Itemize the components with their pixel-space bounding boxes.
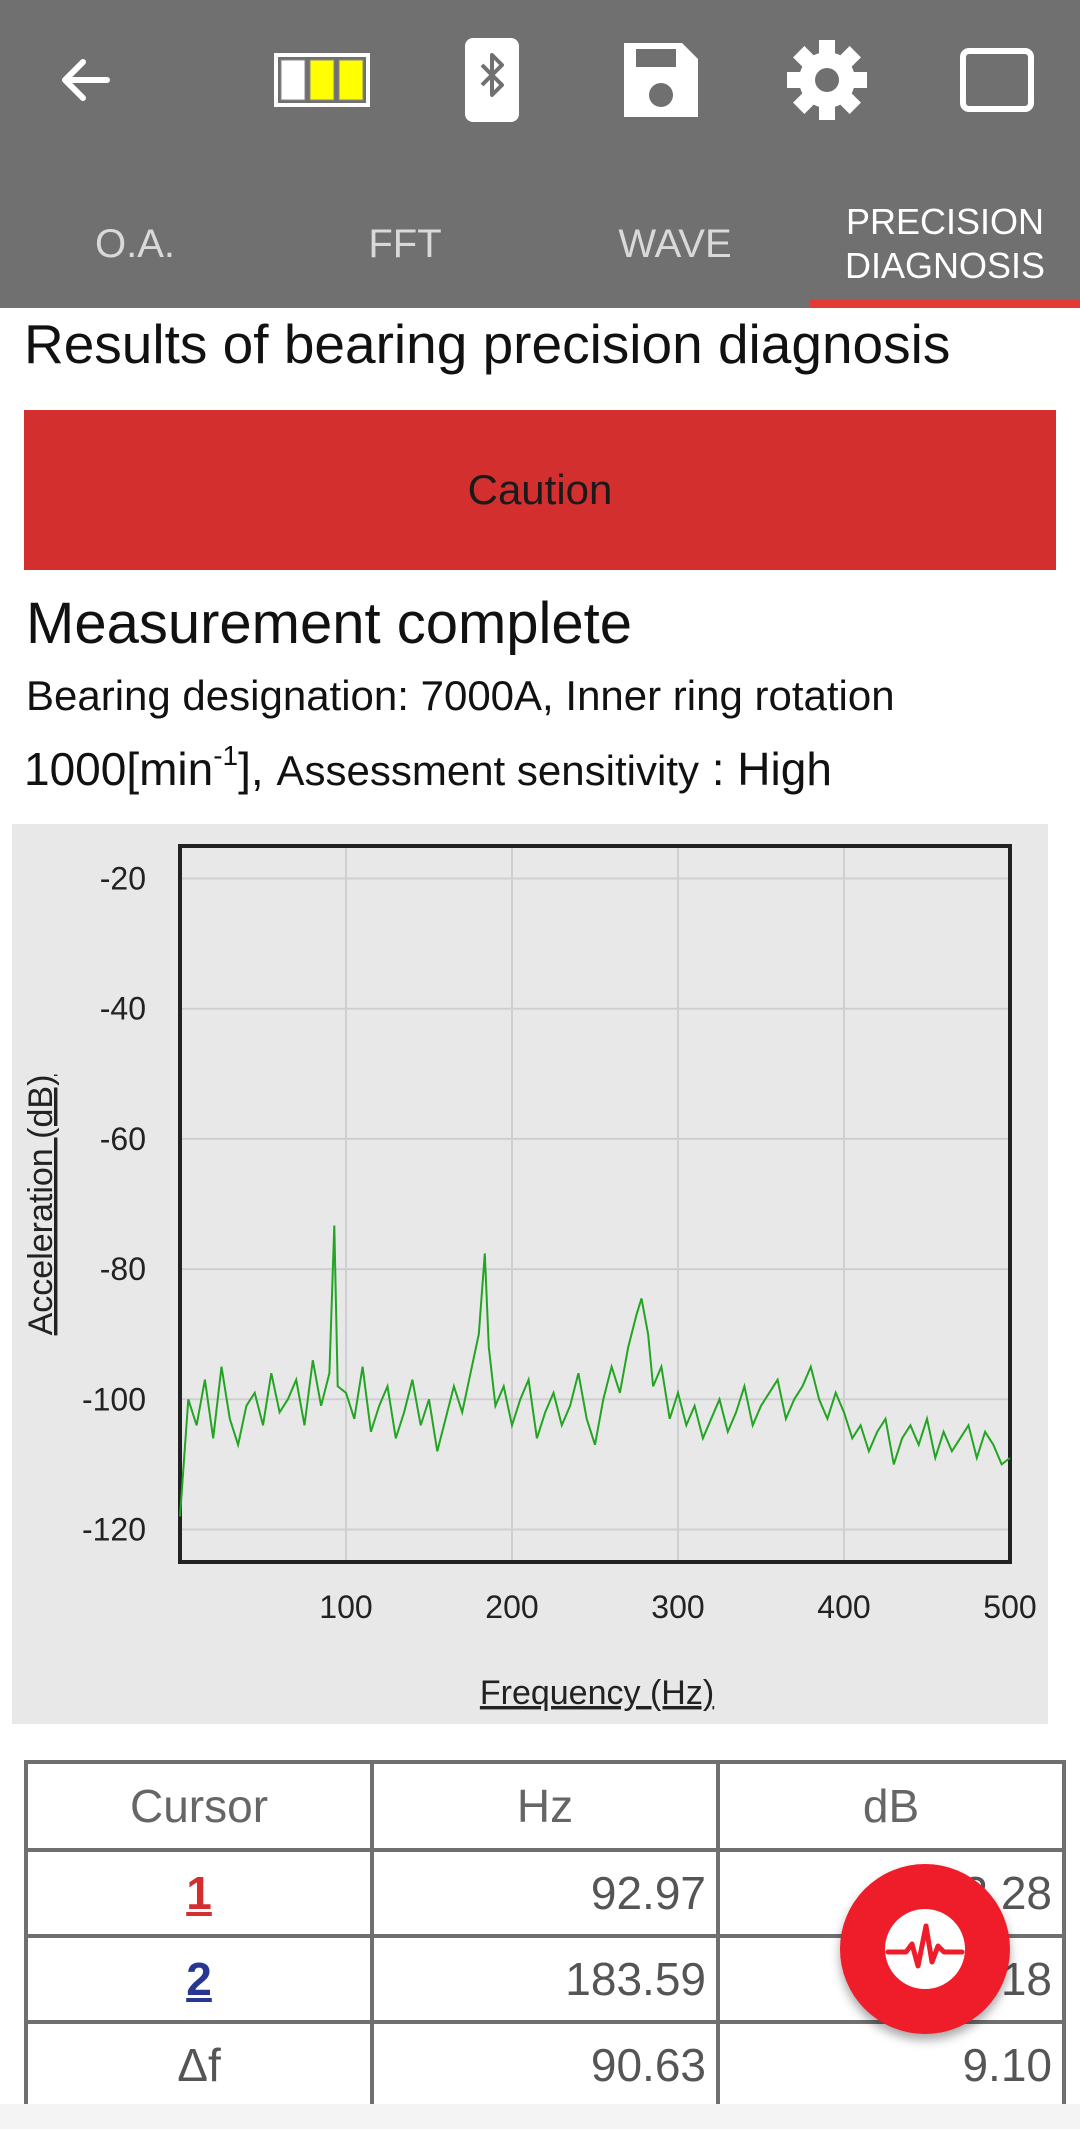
battery-cell-2 xyxy=(309,59,335,101)
speed-tail: ], xyxy=(238,743,277,795)
tab-precision-label-line2: DIAGNOSIS xyxy=(844,245,1046,286)
tab-oa-label: O.A. xyxy=(94,221,176,266)
header-db: dB xyxy=(716,1760,1066,1852)
tab-oa[interactable]: O.A. xyxy=(0,180,270,308)
bluetooth-button[interactable] xyxy=(452,38,532,122)
cursor-2-cell: 2 xyxy=(24,1934,374,2024)
tab-wave[interactable]: WAVE xyxy=(540,180,810,308)
active-tab-indicator xyxy=(810,300,1080,308)
cursor-table: Cursor Hz dB 1 92.97 -73.28 2 183.59 -77… xyxy=(24,1760,1066,2110)
cursor-2-link[interactable]: 2 xyxy=(186,1953,212,2005)
back-button[interactable] xyxy=(40,40,130,120)
x-tick-label: 200 xyxy=(485,1589,538,1625)
speed-exponent: -1 xyxy=(213,739,239,771)
y-axis-label: Acceleration (dB) xyxy=(22,1075,60,1336)
header-hz: Hz xyxy=(370,1760,720,1852)
save-button[interactable] xyxy=(616,40,706,120)
battery-indicator-icon xyxy=(274,53,370,107)
battery-indicator-button[interactable] xyxy=(272,40,372,120)
x-tick-label: 500 xyxy=(983,1589,1036,1625)
speed-sensitivity-info: 1000[min-1], Assessment sensitivity : Hi… xyxy=(24,739,832,796)
bluetooth-icon xyxy=(465,38,519,122)
y-tick-label: -120 xyxy=(82,1511,146,1547)
tab-precision-label-line1: PRECISION xyxy=(845,201,1045,242)
gear-icon xyxy=(787,40,867,120)
bearing-info: Bearing designation: 7000A, Inner ring r… xyxy=(26,672,895,719)
battery-cell-1 xyxy=(280,59,306,101)
arrow-left-icon xyxy=(62,59,110,101)
delta-db: 9.10 xyxy=(716,2020,1066,2110)
series-line-spectrum xyxy=(179,1225,1011,1517)
cursor-table-header: Cursor Hz dB xyxy=(24,1760,1066,1852)
y-tick-label: -100 xyxy=(82,1381,146,1417)
spectrum-chart-svg: 100 200 300 400 500 -20 -40 -60 -80 -100 -120 Frequ… xyxy=(22,844,1037,1712)
tab-bar: O.A. FFT WAVE PRECISION DIAGNOSIS xyxy=(0,180,1080,308)
x-tick-label: 100 xyxy=(319,1589,372,1625)
app-bar: O.A. FFT WAVE PRECISION DIAGNOSIS xyxy=(0,0,1080,308)
spectrum-chart[interactable]: 100 200 300 400 500 -20 -40 -60 -80 -100 -120 Frequ… xyxy=(12,824,1048,1724)
battery-cell-3 xyxy=(338,59,364,101)
bottom-strip xyxy=(0,2104,1080,2129)
sensitivity-value: High xyxy=(737,743,832,795)
table-row: Δf 90.63 9.10 xyxy=(24,2020,1066,2110)
x-tick-label: 300 xyxy=(651,1589,704,1625)
tab-fft[interactable]: FFT xyxy=(270,180,540,308)
sensitivity-label: Assessment sensitivity xyxy=(276,747,699,794)
plot-area xyxy=(180,846,1010,1562)
cursor-1-link[interactable]: 1 xyxy=(186,1867,212,1919)
cursor-1-hz: 92.97 xyxy=(370,1848,720,1938)
header-cursor: Cursor xyxy=(24,1760,374,1852)
measure-fab[interactable] xyxy=(840,1864,1010,2034)
window-button[interactable] xyxy=(952,40,1042,120)
measurement-status: Measurement complete xyxy=(26,591,633,656)
speed-value: 1000[min xyxy=(24,743,214,795)
plot-border xyxy=(178,844,1012,1564)
delta-hz: 90.63 xyxy=(370,2020,720,2110)
tab-precision-diagnosis[interactable]: PRECISION DIAGNOSIS xyxy=(810,180,1080,308)
waveform-icon xyxy=(885,1909,965,1989)
results-title: Results of bearing precision diagnosis xyxy=(24,313,951,375)
y-tick-label: -20 xyxy=(100,861,146,897)
delta-label: Δf xyxy=(24,2020,374,2110)
x-axis-label: Frequency (Hz) xyxy=(480,1674,714,1712)
y-tick-label: -60 xyxy=(100,1121,146,1157)
sensitivity-sep: : xyxy=(698,743,738,795)
cursor-1-cell: 1 xyxy=(24,1848,374,1938)
tab-wave-label: WAVE xyxy=(618,221,732,266)
window-icon xyxy=(960,48,1034,112)
cursor-2-hz: 183.59 xyxy=(370,1934,720,2024)
save-icon xyxy=(624,43,698,117)
y-tick-label: -80 xyxy=(100,1251,146,1287)
tab-fft-label: FFT xyxy=(368,221,442,266)
y-tick-label: -40 xyxy=(100,991,146,1027)
status-text: Caution xyxy=(467,466,613,513)
status-banner: Caution xyxy=(24,410,1056,570)
settings-button[interactable] xyxy=(782,40,872,120)
x-tick-label: 400 xyxy=(817,1589,870,1625)
